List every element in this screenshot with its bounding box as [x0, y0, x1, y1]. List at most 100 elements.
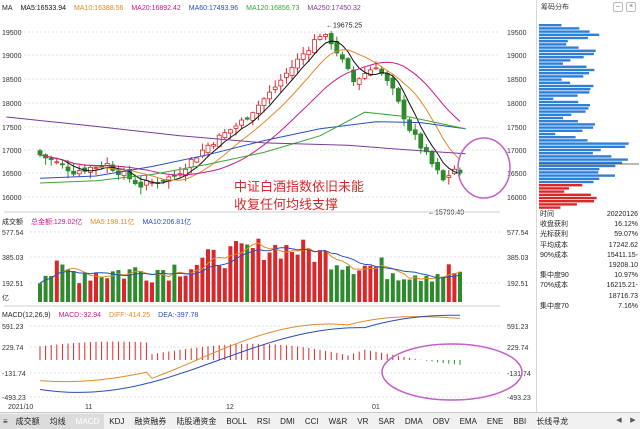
- chip-stat-row: 90%成本 15411.15-: [540, 251, 638, 261]
- volume-bar: [189, 269, 194, 302]
- candle-body: [76, 170, 82, 175]
- chip-stat-value: 15411.15-: [606, 251, 638, 259]
- volume-bar: [217, 265, 222, 302]
- ma250-line: [6, 116, 466, 155]
- volume-tick-mid: 385.03: [2, 255, 24, 262]
- chip-stat-key: 70%成本: [540, 282, 569, 290]
- chip-bar: [539, 155, 612, 158]
- macd-tick-right: -493.23: [507, 395, 531, 402]
- candle-body: [367, 69, 373, 76]
- volume-bar: [77, 283, 82, 302]
- volume-bar: [110, 271, 115, 302]
- y-tick-right: 19500: [507, 30, 527, 37]
- volume-bar: [88, 280, 93, 302]
- volume-tick-mid-right: 385.03: [507, 255, 529, 262]
- ma120-line: [39, 111, 466, 184]
- volume-bar: [334, 265, 339, 302]
- tab-16[interactable]: ENE: [486, 416, 504, 426]
- volume-bar: [306, 249, 311, 302]
- candle-body: [390, 77, 396, 89]
- chip-bar: [539, 158, 628, 161]
- volume-bar: [374, 266, 378, 302]
- tab-4[interactable]: 融资融券: [134, 416, 167, 426]
- chip-stat-row: 18716.73: [540, 292, 638, 302]
- volume-bar: [172, 264, 177, 302]
- candle-body: [166, 176, 172, 182]
- x-axis-label: 11: [85, 404, 92, 411]
- candle-body: [295, 58, 301, 69]
- settings-icon[interactable]: ≡: [0, 413, 11, 429]
- tab-2[interactable]: MACD: [70, 413, 105, 429]
- volume-bar: [245, 244, 250, 302]
- tab-6[interactable]: BOLL: [226, 416, 247, 426]
- chip-bar: [539, 72, 590, 75]
- tab-13[interactable]: DMA: [404, 416, 423, 426]
- chip-bar: [539, 116, 564, 120]
- chip-stat-row: 19208.10: [540, 261, 638, 271]
- volume-bar: [396, 280, 401, 302]
- candle-body: [412, 129, 418, 135]
- tab-7[interactable]: RSI: [256, 416, 271, 426]
- chip-bar: [539, 84, 594, 88]
- volume-bar: [183, 275, 188, 302]
- tab-3[interactable]: KDJ: [109, 416, 125, 426]
- chip-bar: [539, 81, 571, 84]
- tab-15[interactable]: EMA: [459, 416, 477, 426]
- tab-9[interactable]: CCI: [304, 416, 319, 426]
- volume-bar: [150, 282, 154, 302]
- candle-body: [132, 179, 138, 185]
- tab-5[interactable]: 陆股通资金: [176, 416, 217, 426]
- chip-bar: [539, 68, 595, 72]
- tab-8[interactable]: DMI: [280, 416, 295, 426]
- chip-bar: [539, 168, 600, 171]
- chip-bar: [539, 187, 569, 190]
- candle-body: [205, 144, 211, 154]
- volume-bar: [418, 280, 423, 302]
- chip-bar: [539, 113, 572, 116]
- volume-bar: [407, 279, 412, 302]
- minimize-icon[interactable]: –: [613, 2, 623, 12]
- volume-bar: [256, 238, 261, 302]
- y-tick-left: 17000: [2, 148, 22, 155]
- tab-1[interactable]: 均线: [44, 413, 71, 429]
- tab-14[interactable]: OBV: [432, 416, 450, 426]
- tab-11[interactable]: VR: [357, 416, 369, 426]
- volume-bar: [323, 250, 328, 302]
- volume-bar: [295, 254, 300, 302]
- candle-body: [138, 181, 144, 188]
- candle-body: [160, 179, 166, 182]
- volume-bar: [166, 280, 171, 302]
- x-axis-label: 2021/10: [8, 404, 33, 411]
- volume-tick-top-right: 577.54: [507, 230, 529, 237]
- chip-bar: [539, 193, 591, 196]
- tab-18[interactable]: 长线寻龙: [536, 416, 569, 426]
- volume-bar: [413, 275, 418, 302]
- scroll-left-icon[interactable]: ◀: [616, 417, 622, 424]
- chip-bar: [539, 139, 588, 142]
- chip-bar: [539, 62, 563, 65]
- candle-body: [362, 73, 368, 79]
- candle-body: [351, 69, 357, 83]
- volume-bar: [54, 260, 59, 302]
- chip-bar: [539, 88, 591, 91]
- tab-10[interactable]: W&R: [328, 416, 348, 426]
- chip-bar: [539, 152, 593, 155]
- scroll-right-icon[interactable]: ▶: [630, 417, 636, 424]
- volume-bar: [250, 247, 255, 302]
- tab-12[interactable]: SAR: [378, 416, 395, 426]
- volume-ma10-line: [39, 247, 461, 284]
- highlight-circle: [457, 137, 511, 199]
- volume-bar: [49, 275, 54, 302]
- volume-label: 成交额: [2, 219, 23, 226]
- volume-bar: [362, 265, 367, 302]
- chip-bar: [539, 123, 595, 126]
- annotation-text: 中证白酒指数依旧未能 收复任何均线支撑: [234, 178, 364, 214]
- tab-17[interactable]: BBI: [513, 416, 527, 426]
- chip-bar: [539, 43, 567, 46]
- candle-body: [127, 169, 132, 180]
- ma5-value: MA5:16533.94: [20, 5, 66, 12]
- volume-bar: [290, 252, 294, 302]
- close-icon[interactable]: ×: [626, 2, 636, 12]
- chart-canvas[interactable]: 19500 19500 19000 19000 18500 18500 18000 18000…: [0, 0, 536, 412]
- tab-0[interactable]: 成交额: [10, 413, 45, 429]
